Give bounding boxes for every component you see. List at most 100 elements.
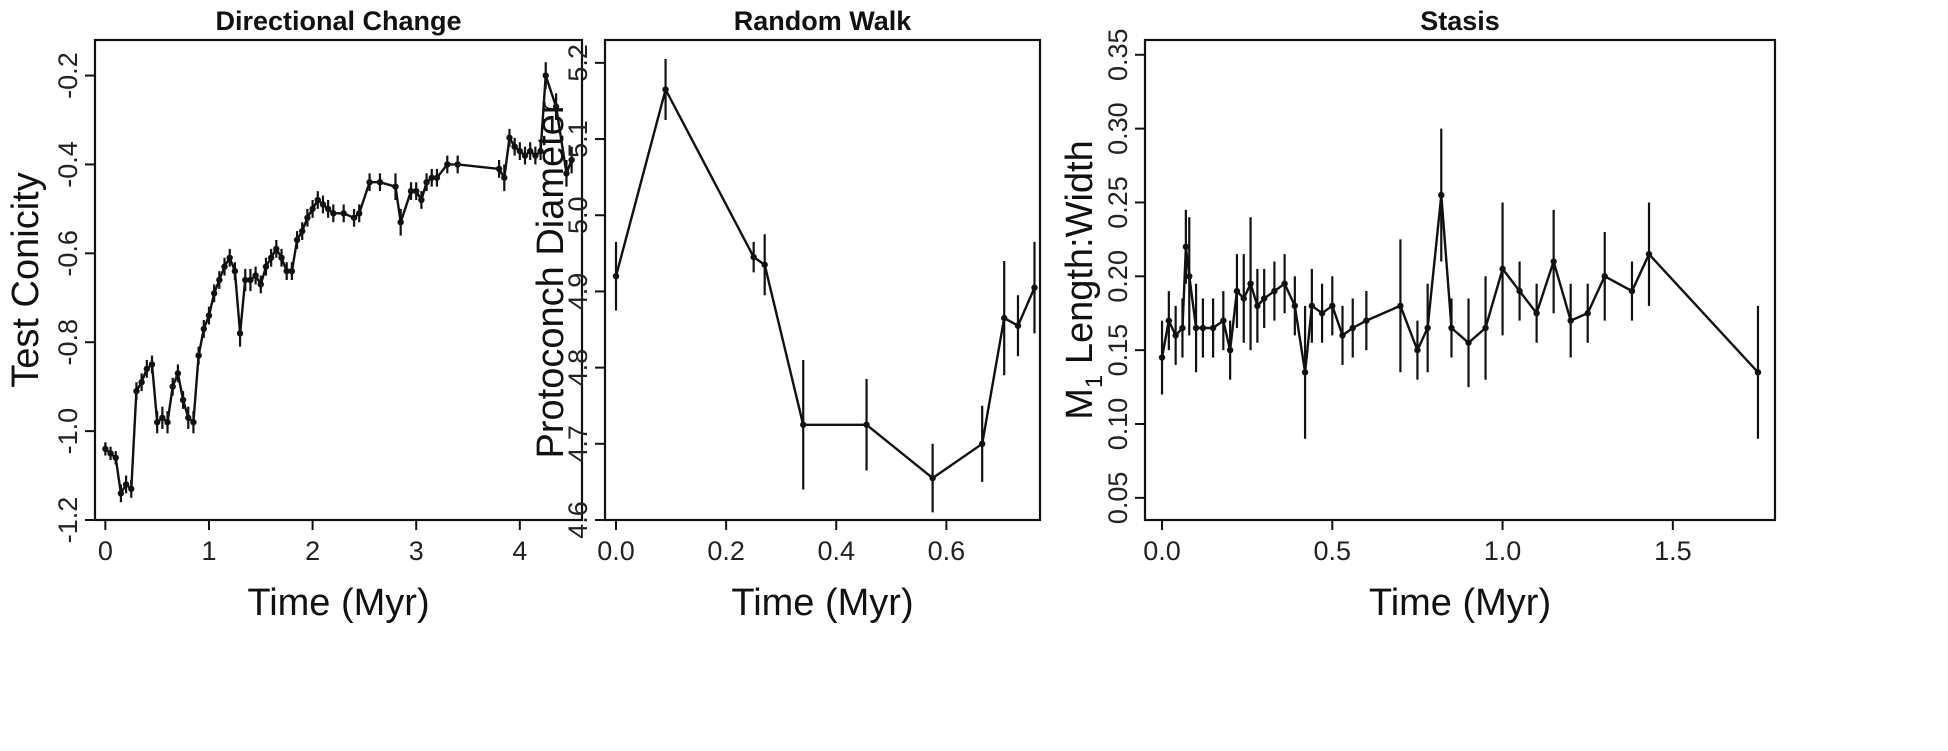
data-point xyxy=(356,210,362,216)
data-point xyxy=(543,72,549,78)
data-point xyxy=(340,210,346,216)
x-tick-label: 0.0 xyxy=(597,536,635,566)
data-point xyxy=(1001,315,1007,321)
x-tick-label: 0.5 xyxy=(1314,536,1352,566)
data-point xyxy=(299,228,305,234)
data-point xyxy=(1241,295,1247,301)
y-tick-label: -1.0 xyxy=(53,408,83,455)
data-point xyxy=(1482,325,1488,331)
data-point xyxy=(190,419,196,425)
chart-title: Directional Change xyxy=(215,6,461,36)
data-point xyxy=(1567,317,1573,323)
data-point xyxy=(247,277,253,283)
data-point xyxy=(175,370,181,376)
data-point xyxy=(128,486,134,492)
data-point xyxy=(496,166,502,172)
data-point xyxy=(149,361,155,367)
data-point xyxy=(1309,303,1315,309)
data-point xyxy=(325,206,331,212)
data-point xyxy=(1302,369,1308,375)
data-point xyxy=(107,450,113,456)
data-point xyxy=(1516,288,1522,294)
data-point xyxy=(206,312,212,318)
data-point xyxy=(268,255,274,261)
data-point xyxy=(522,152,528,158)
chart-title: Random Walk xyxy=(734,6,913,36)
x-tick-label: 0.4 xyxy=(817,536,855,566)
data-point xyxy=(133,388,139,394)
x-tick-label: 0.2 xyxy=(707,536,745,566)
data-point xyxy=(1031,284,1037,290)
y-axis-label: Test Conicity xyxy=(5,172,47,387)
data-point xyxy=(144,366,150,372)
y-tick-label: 0.05 xyxy=(1103,472,1133,525)
y-tick-label: -0.6 xyxy=(53,230,83,277)
data-point xyxy=(1166,317,1172,323)
data-point xyxy=(1414,347,1420,353)
x-tick-label: 0.6 xyxy=(928,536,966,566)
data-point xyxy=(501,175,507,181)
data-point xyxy=(1186,273,1192,279)
x-axis-label: Time (Myr) xyxy=(247,582,429,624)
y-tick-label: 0.25 xyxy=(1103,176,1133,229)
plot-frame xyxy=(95,40,582,520)
chart-panel-1: Directional Change 0 1 2 3 4 -1.2 -1.0 -0.8 -0.6 -… xyxy=(5,6,582,624)
data-point xyxy=(1448,325,1454,331)
data-point xyxy=(237,330,243,336)
data-point xyxy=(1363,317,1369,323)
data-point xyxy=(413,188,419,194)
chart-panel-2: Random Walk 0.0 0.2 0.4 0.6 4.6 4.7 4.8 4.9 5.0 5.… xyxy=(530,6,1040,624)
data-point xyxy=(863,422,869,428)
data-point xyxy=(232,268,238,274)
data-point xyxy=(1220,317,1226,323)
data-point xyxy=(221,263,227,269)
data-point xyxy=(1397,303,1403,309)
data-point xyxy=(1550,258,1556,264)
data-point xyxy=(1200,325,1206,331)
data-point xyxy=(273,246,279,252)
y-tick-label: 0.35 xyxy=(1103,28,1133,81)
data-point xyxy=(1159,354,1165,360)
x-tick-label: 1 xyxy=(201,536,216,566)
data-point xyxy=(113,455,119,461)
data-point xyxy=(377,179,383,185)
x-tick-label: 0.0 xyxy=(1143,536,1181,566)
data-point xyxy=(309,206,315,212)
data-point xyxy=(1350,325,1356,331)
data-point xyxy=(761,262,767,268)
data-point xyxy=(201,326,207,332)
y-tick-label: 0.15 xyxy=(1103,324,1133,377)
data-point xyxy=(1755,369,1761,375)
data-point xyxy=(1339,332,1345,338)
data-point xyxy=(227,255,233,261)
data-point xyxy=(750,254,756,260)
y-axis-label: M1 Length:Width xyxy=(1059,140,1108,420)
data-point xyxy=(929,475,935,481)
data-point xyxy=(511,143,517,149)
data-point xyxy=(444,161,450,167)
data-point xyxy=(800,422,806,428)
data-point xyxy=(330,210,336,216)
data-point xyxy=(1015,323,1021,329)
data-point xyxy=(1465,340,1471,346)
data-point xyxy=(351,215,357,221)
y-tick-label: 4.6 xyxy=(563,501,593,539)
data-point xyxy=(979,441,985,447)
series-line xyxy=(616,90,1035,479)
data-point xyxy=(185,415,191,421)
data-point xyxy=(613,273,619,279)
x-tick-label: 3 xyxy=(409,536,424,566)
x-tick-label: 1.5 xyxy=(1654,536,1692,566)
data-point xyxy=(1329,303,1335,309)
data-point xyxy=(1281,280,1287,286)
x-tick-label: 2 xyxy=(305,536,320,566)
data-point xyxy=(180,397,186,403)
data-point xyxy=(164,419,170,425)
data-point xyxy=(102,446,108,452)
data-point xyxy=(320,201,326,207)
data-point xyxy=(434,175,440,181)
data-point xyxy=(294,237,300,243)
data-point xyxy=(506,135,512,141)
data-point xyxy=(517,148,523,154)
